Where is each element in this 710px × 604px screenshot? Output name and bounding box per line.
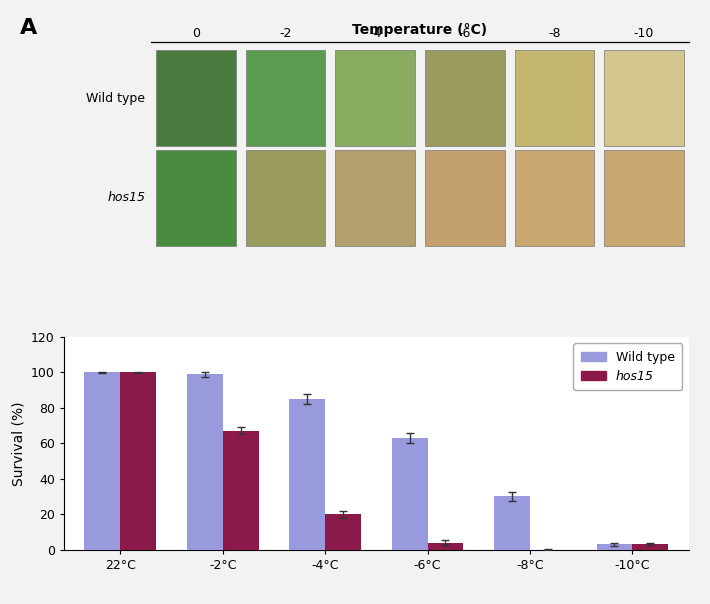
Bar bbox=[84, 373, 120, 550]
Bar bbox=[156, 150, 236, 246]
Text: Temperature (°C): Temperature (°C) bbox=[352, 23, 488, 37]
Bar bbox=[425, 150, 505, 246]
Text: Wild type: Wild type bbox=[86, 92, 145, 104]
Text: -6: -6 bbox=[459, 27, 471, 40]
Bar bbox=[515, 50, 594, 146]
Bar bbox=[633, 544, 668, 550]
Bar bbox=[336, 150, 415, 246]
Bar bbox=[187, 374, 223, 550]
Bar bbox=[156, 50, 236, 146]
Bar bbox=[392, 438, 427, 550]
Bar bbox=[596, 544, 633, 550]
Bar bbox=[289, 399, 325, 550]
Text: -4: -4 bbox=[369, 27, 381, 40]
Text: 0: 0 bbox=[192, 27, 200, 40]
Legend: Wild type, hos15: Wild type, hos15 bbox=[574, 343, 682, 390]
Y-axis label: Survival (%): Survival (%) bbox=[11, 401, 26, 486]
Bar bbox=[515, 150, 594, 246]
Bar bbox=[325, 514, 361, 550]
Bar bbox=[425, 50, 505, 146]
Text: -2: -2 bbox=[280, 27, 292, 40]
Bar bbox=[604, 50, 684, 146]
Bar bbox=[336, 50, 415, 146]
Bar bbox=[120, 373, 156, 550]
Bar bbox=[246, 150, 325, 246]
Text: -10: -10 bbox=[634, 27, 654, 40]
Bar bbox=[246, 50, 325, 146]
Text: hos15: hos15 bbox=[107, 191, 145, 204]
Bar bbox=[427, 542, 464, 550]
Bar bbox=[604, 150, 684, 246]
Bar bbox=[223, 431, 258, 550]
Text: A: A bbox=[20, 18, 38, 38]
Bar bbox=[494, 496, 530, 550]
Text: -8: -8 bbox=[548, 27, 561, 40]
